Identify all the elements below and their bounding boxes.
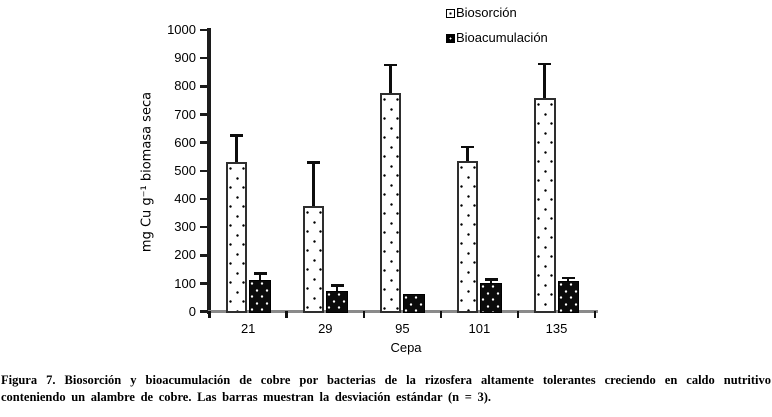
error-bar-cap [461,145,475,149]
y-axis-tick-label: 200 [174,247,196,263]
chart-legend: Biosorción Bioacumulación [446,6,548,56]
error-bar-cap [253,272,267,275]
y-axis-tick [199,169,208,173]
x-axis-tick [362,310,366,318]
legend-label: Biosorción [456,5,517,20]
x-axis-tick [593,310,597,318]
bar-biosorción-cepa-101 [456,161,479,314]
y-axis-tick [199,197,208,201]
legend-item-biosorcion: Biosorción [446,6,548,20]
error-bar-stem [312,162,315,207]
y-axis-tick-label: 300 [174,219,196,235]
error-bar-stem [235,135,238,163]
y-axis-tick [199,56,208,60]
y-axis-tick [199,28,208,32]
error-bar-stem [466,146,469,161]
bar-biosorción-cepa-95 [379,93,402,314]
error-bar-cap [384,63,398,67]
y-axis-tick [199,254,208,257]
x-axis-tick [285,310,289,318]
y-axis-tick-label: 400 [174,191,196,206]
y-axis-tick [199,282,208,285]
error-bar-cap [538,62,552,66]
y-axis-tick [199,113,208,116]
x-axis-title: Cepa [390,340,422,355]
x-axis-category-label: 95 [395,321,410,336]
bar-bioacumulación-cepa-101 [480,283,502,314]
bar-bioacumulación-cepa-95 [403,294,425,314]
y-axis-tick [199,310,208,313]
error-bar-cap [484,278,498,281]
x-axis-category-label: 101 [468,321,491,336]
x-axis-category-label: 21 [240,321,256,336]
y-axis-tick-label: 1000 [167,22,196,37]
figure-caption-line-2: conteniendo un alambre de cobre. Las bar… [1,390,491,404]
y-axis-tick-label: 0 [188,303,196,319]
bar-bioacumulación-cepa-29 [326,290,348,314]
error-bar-stem [389,65,392,94]
legend-label: Bioacumulación [456,30,548,45]
legend-marker-icon [446,33,455,43]
error-bar-stem [543,63,546,98]
y-axis-tick [199,141,208,144]
y-axis-tick-label: 600 [174,134,196,150]
y-axis-tick-label: 900 [174,50,196,66]
x-axis-tick [439,310,443,318]
x-axis-tick [516,310,520,318]
bar-biosorción-cepa-29 [302,206,325,314]
y-axis-tick [199,225,208,229]
y-axis-tick-label: 800 [174,78,196,94]
error-bar-stem [335,285,339,291]
error-bar-stem [258,273,262,280]
y-axis-tick-label: 500 [174,162,196,178]
figure-caption-line-1: Figura 7. Biosorción y bioacumulación de… [1,373,771,387]
error-bar-cap [230,134,243,137]
y-axis-tick-label: 100 [174,275,196,291]
y-axis-tick [199,85,208,88]
x-axis-tick [208,310,211,318]
legend-marker-icon [446,8,455,18]
error-bar-cap [330,284,344,287]
legend-item-bioacumulacion: Bioacumulación [446,31,548,45]
y-axis-tick-label: 700 [174,106,196,122]
figure-caption: Figura 7. Biosorción y bioacumulación de… [1,372,771,406]
bar-biosorción-cepa-135 [534,97,556,314]
bar-biosorción-cepa-21 [225,162,248,314]
x-axis-line [205,310,598,313]
error-bar-stem [489,279,493,283]
bar-bioacumulación-cepa-135 [557,280,579,314]
error-bar-cap [307,161,320,164]
bar-bioacumulación-cepa-21 [249,279,271,314]
y-axis-line [207,28,211,315]
x-axis-category-label: 135 [545,321,568,336]
error-bar-cap [561,276,575,280]
x-axis-category-label: 29 [318,321,333,336]
